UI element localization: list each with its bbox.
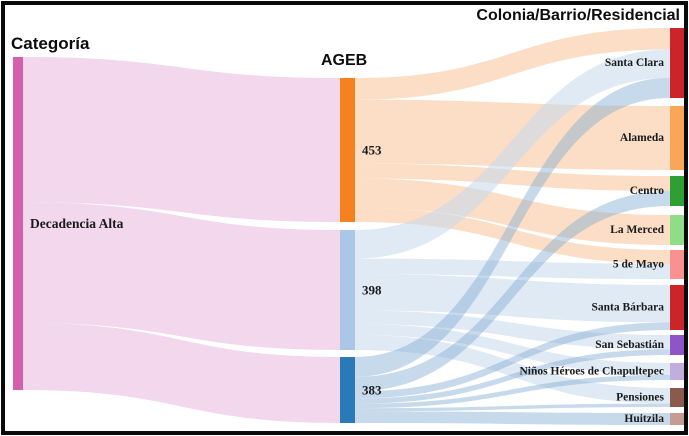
node-centro[interactable] bbox=[670, 176, 684, 206]
link-ageb-398-to-cinco-de-mayo bbox=[355, 258, 670, 279]
node-label-centro: Centro bbox=[630, 185, 665, 197]
node-label-alameda: Alameda bbox=[620, 132, 664, 144]
node-santa-barbara[interactable] bbox=[670, 285, 684, 330]
link-decadencia-alta-to-ageb-453 bbox=[23, 57, 340, 222]
node-label-la-merced: La Merced bbox=[610, 224, 664, 236]
node-label-ninos-heroes: Niños Héroes de Chapultepec bbox=[520, 366, 665, 378]
node-label-ageb-398: 398 bbox=[362, 283, 382, 298]
link-ageb-383-to-santa-clara bbox=[355, 77, 670, 377]
node-la-merced[interactable] bbox=[670, 215, 684, 245]
link-decadencia-alta-to-ageb-398 bbox=[23, 202, 340, 350]
column-header-colonia: Colonia/Barrio/Residencial bbox=[476, 7, 680, 24]
node-pensiones[interactable] bbox=[670, 388, 684, 407]
node-ageb-453[interactable] bbox=[340, 78, 355, 222]
link-decadencia-alta-to-ageb-383 bbox=[23, 322, 340, 423]
node-label-ageb-383: 383 bbox=[362, 383, 382, 398]
link-ageb-453-to-alameda bbox=[355, 99, 670, 170]
link-ageb-453-to-santa-clara bbox=[355, 28, 670, 100]
node-label-pensiones: Pensiones bbox=[616, 392, 664, 404]
node-ninos-heroes[interactable] bbox=[670, 363, 684, 380]
link-ageb-383-to-santa-barbara bbox=[355, 322, 670, 399]
node-alameda[interactable] bbox=[670, 106, 684, 170]
column-header-ageb: AGEB bbox=[321, 52, 368, 69]
node-huitzila[interactable] bbox=[670, 413, 684, 425]
link-ageb-398-to-santa-barbara bbox=[355, 274, 670, 323]
node-san-sebastian[interactable] bbox=[670, 335, 684, 355]
node-label-cinco-de-mayo: 5 de Mayo bbox=[613, 259, 664, 271]
link-ageb-383-to-pensiones bbox=[355, 403, 670, 412]
node-santa-clara[interactable] bbox=[670, 28, 684, 98]
link-ageb-453-to-centro bbox=[355, 163, 670, 191]
node-label-huitzila: Huitzila bbox=[624, 413, 664, 425]
node-label-ageb-453: 453 bbox=[362, 143, 382, 158]
link-ageb-383-to-huitzila bbox=[355, 411, 670, 425]
link-ageb-398-to-santa-clara bbox=[355, 49, 670, 259]
column-header-categoria: Categoría bbox=[11, 34, 90, 53]
node-ageb-383[interactable] bbox=[340, 357, 355, 423]
link-ageb-383-to-centro bbox=[355, 191, 670, 392]
node-cinco-de-mayo[interactable] bbox=[670, 250, 684, 279]
node-decadencia-alta[interactable] bbox=[13, 57, 23, 390]
node-label-decadencia-alta: Decadencia Alta bbox=[30, 216, 124, 231]
node-label-santa-clara: Santa Clara bbox=[605, 57, 664, 69]
link-ageb-383-to-san-sebastian bbox=[355, 349, 670, 404]
link-ageb-398-to-san-sebastian bbox=[355, 310, 670, 350]
link-ageb-398-to-pensiones bbox=[355, 335, 670, 404]
node-label-san-sebastian: San Sebastián bbox=[595, 339, 664, 351]
link-ageb-453-to-la-merced bbox=[355, 178, 670, 245]
node-label-santa-barbara: Santa Bárbara bbox=[591, 302, 664, 314]
link-ageb-398-to-ninos-heroes bbox=[355, 324, 670, 375]
link-ageb-383-to-ninos-heroes bbox=[355, 374, 670, 409]
node-ageb-398[interactable] bbox=[340, 230, 355, 350]
